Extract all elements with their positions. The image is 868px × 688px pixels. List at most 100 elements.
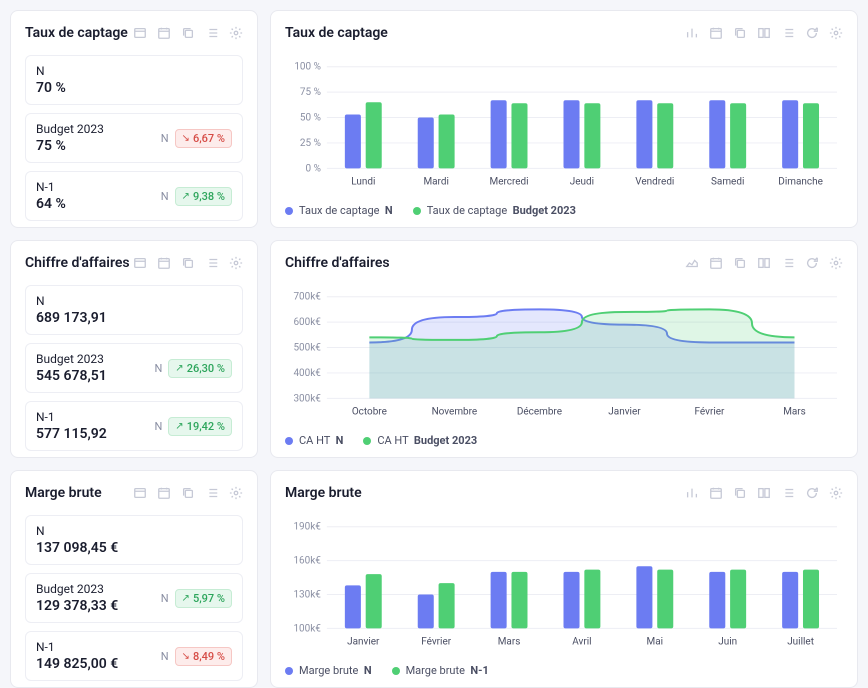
bar[interactable] bbox=[709, 100, 725, 168]
legend-item[interactable]: Taux de captage N bbox=[285, 204, 393, 217]
copy-icon[interactable] bbox=[733, 26, 747, 40]
metric-row[interactable]: Budget 2023 75 % N ↘6,67 % bbox=[25, 113, 243, 163]
bar[interactable] bbox=[730, 570, 746, 629]
metric-row[interactable]: Budget 2023 129 378,33 € N ↗5,97 % bbox=[25, 573, 243, 623]
legend-item[interactable]: CA HT Budget 2023 bbox=[363, 434, 477, 447]
refresh-icon[interactable] bbox=[805, 256, 819, 270]
bar[interactable] bbox=[657, 570, 673, 629]
svg-text:400k€: 400k€ bbox=[293, 368, 321, 379]
copy-icon[interactable] bbox=[733, 256, 747, 270]
delta-badge: ↗26,30 % bbox=[168, 359, 232, 378]
svg-text:Dimanche: Dimanche bbox=[778, 176, 823, 187]
chart-svg: 300k€400k€500k€600k€700k€OctobreNovembre… bbox=[285, 285, 843, 426]
metric-label: N bbox=[36, 294, 232, 308]
bar[interactable] bbox=[709, 572, 725, 628]
calendar-icon[interactable] bbox=[157, 26, 171, 40]
metric-row[interactable]: Budget 2023 545 678,51 N ↗26,30 % bbox=[25, 343, 243, 393]
svg-text:50 %: 50 % bbox=[300, 113, 321, 124]
gear-icon[interactable] bbox=[229, 486, 243, 500]
list-icon[interactable] bbox=[205, 26, 219, 40]
legend-item[interactable]: Marge brute N-1 bbox=[392, 664, 489, 677]
copy-icon[interactable] bbox=[181, 256, 195, 270]
copy-icon[interactable] bbox=[181, 26, 195, 40]
list-icon[interactable] bbox=[205, 256, 219, 270]
bar[interactable] bbox=[803, 103, 819, 168]
list-icon[interactable] bbox=[781, 256, 795, 270]
refresh-icon[interactable] bbox=[805, 26, 819, 40]
bar[interactable] bbox=[439, 583, 455, 628]
metric-row[interactable]: N-1 577 115,92 N ↗19,42 % bbox=[25, 401, 243, 451]
metric-value: 545 678,51 bbox=[36, 368, 154, 384]
dashboard-grid: Taux de captage N 70 % Budget 2023 75 % … bbox=[0, 0, 868, 686]
chart-svg: 100k€130k€160k€190k€JanvierFévrierMarsAv… bbox=[285, 515, 843, 656]
bar[interactable] bbox=[636, 566, 652, 628]
calendar-icon[interactable] bbox=[709, 486, 723, 500]
list-icon[interactable] bbox=[781, 486, 795, 500]
metric-row[interactable]: N-1 64 % N ↗9,38 % bbox=[25, 171, 243, 221]
refresh-icon[interactable] bbox=[805, 486, 819, 500]
metric-value: 75 % bbox=[36, 138, 161, 154]
chart-body: 100k€130k€160k€190k€JanvierFévrierMarsAv… bbox=[285, 515, 843, 677]
list-icon[interactable] bbox=[781, 26, 795, 40]
metric-list: N 137 098,45 € Budget 2023 129 378,33 € … bbox=[25, 515, 243, 681]
bar[interactable] bbox=[511, 103, 527, 168]
bar[interactable] bbox=[345, 585, 361, 628]
list-icon[interactable] bbox=[205, 486, 219, 500]
chart-icon[interactable] bbox=[685, 486, 699, 500]
svg-text:Jeudi: Jeudi bbox=[570, 176, 594, 187]
window-icon[interactable] bbox=[133, 256, 147, 270]
bar[interactable] bbox=[584, 570, 600, 629]
bar[interactable] bbox=[366, 574, 382, 628]
svg-text:Mars: Mars bbox=[783, 406, 806, 417]
metric-row[interactable]: N 137 098,45 € bbox=[25, 515, 243, 565]
calendar-icon[interactable] bbox=[157, 486, 171, 500]
gear-icon[interactable] bbox=[229, 26, 243, 40]
legend-item[interactable]: CA HT N bbox=[285, 434, 343, 447]
chart-icon[interactable] bbox=[685, 26, 699, 40]
bar[interactable] bbox=[563, 572, 579, 628]
gear-icon[interactable] bbox=[229, 256, 243, 270]
bar[interactable] bbox=[730, 103, 746, 168]
bar[interactable] bbox=[418, 594, 434, 628]
svg-text:Octobre: Octobre bbox=[352, 406, 387, 417]
columns-icon[interactable] bbox=[757, 26, 771, 40]
svg-text:25 %: 25 % bbox=[300, 138, 321, 149]
metric-row[interactable]: N-1 149 825,00 € N ↘8,49 % bbox=[25, 631, 243, 681]
bar[interactable] bbox=[345, 114, 361, 168]
calendar-icon[interactable] bbox=[709, 256, 723, 270]
area-icon[interactable] bbox=[685, 256, 699, 270]
bar[interactable] bbox=[636, 100, 652, 168]
svg-text:Avril: Avril bbox=[572, 636, 591, 647]
metric-label: Budget 2023 bbox=[36, 122, 161, 136]
bar[interactable] bbox=[584, 103, 600, 168]
chart-legend: Marge brute N Marge brute N-1 bbox=[285, 664, 843, 677]
bar[interactable] bbox=[657, 103, 673, 168]
card-toolbar bbox=[133, 486, 243, 500]
bar[interactable] bbox=[803, 570, 819, 629]
calendar-icon[interactable] bbox=[157, 256, 171, 270]
bar[interactable] bbox=[511, 572, 527, 628]
bar[interactable] bbox=[782, 572, 798, 628]
bar[interactable] bbox=[439, 114, 455, 168]
bar[interactable] bbox=[782, 100, 798, 168]
legend-item[interactable]: Taux de captage Budget 2023 bbox=[413, 204, 576, 217]
window-icon[interactable] bbox=[133, 486, 147, 500]
bar[interactable] bbox=[491, 100, 507, 168]
window-icon[interactable] bbox=[133, 26, 147, 40]
gear-icon[interactable] bbox=[829, 256, 843, 270]
bar[interactable] bbox=[491, 572, 507, 628]
metric-row[interactable]: N 70 % bbox=[25, 55, 243, 105]
gear-icon[interactable] bbox=[829, 26, 843, 40]
copy-icon[interactable] bbox=[733, 486, 747, 500]
gear-icon[interactable] bbox=[829, 486, 843, 500]
metric-row[interactable]: N 689 173,91 bbox=[25, 285, 243, 335]
bar[interactable] bbox=[366, 102, 382, 168]
bar[interactable] bbox=[418, 118, 434, 169]
calendar-icon[interactable] bbox=[709, 26, 723, 40]
columns-icon[interactable] bbox=[757, 256, 771, 270]
columns-icon[interactable] bbox=[757, 486, 771, 500]
chart-legend: Taux de captage N Taux de captage Budget … bbox=[285, 204, 843, 217]
copy-icon[interactable] bbox=[181, 486, 195, 500]
bar[interactable] bbox=[563, 100, 579, 168]
legend-item[interactable]: Marge brute N bbox=[285, 664, 372, 677]
